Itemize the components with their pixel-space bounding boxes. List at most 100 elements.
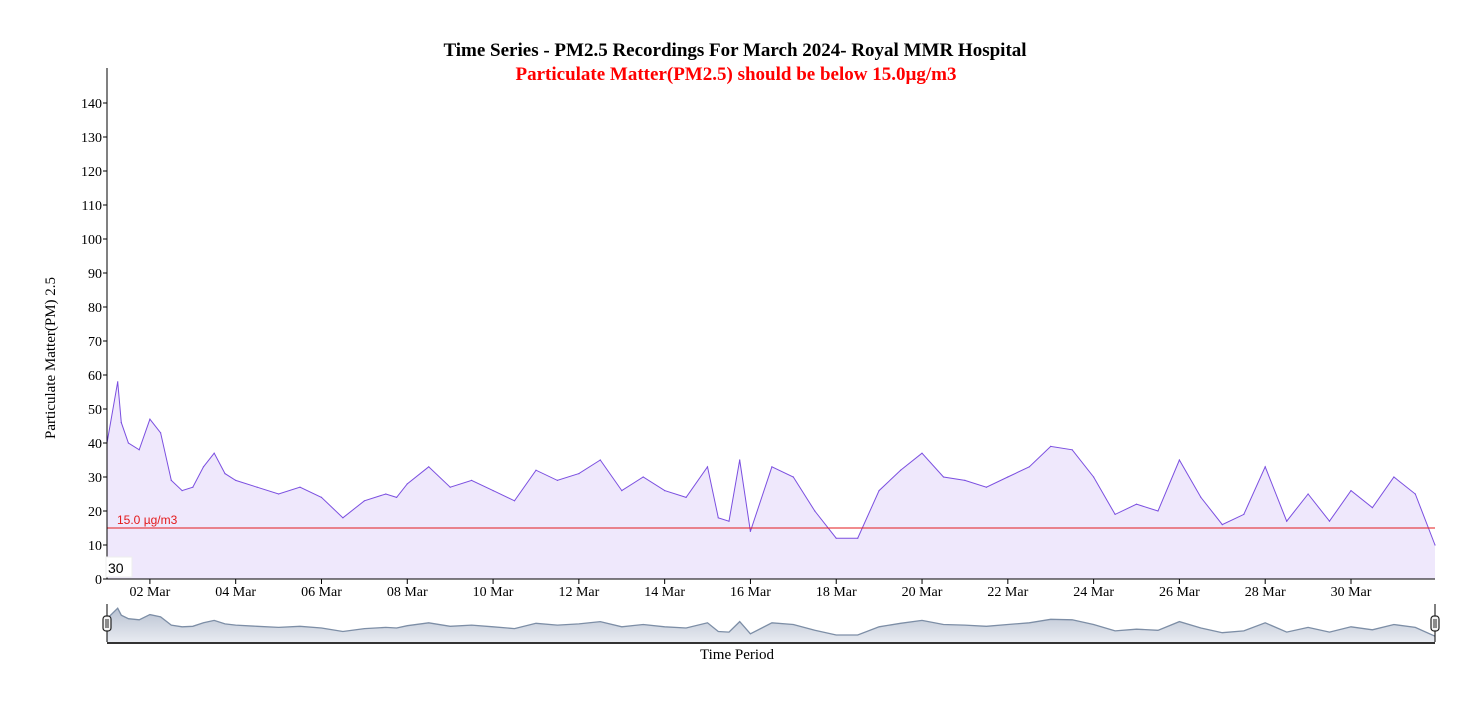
data-point	[1050, 445, 1052, 447]
data-point	[1350, 490, 1352, 492]
y-tick-label: 120	[81, 165, 102, 180]
y-axis-label: Particulate Matter(PM) 2.5	[43, 277, 59, 439]
data-point	[685, 496, 687, 498]
data-point	[202, 466, 205, 468]
x-tick-label: 14 Mar	[644, 585, 685, 600]
data-point	[363, 500, 365, 502]
x-tick-label: 30 Mar	[1331, 585, 1372, 600]
data-point	[1135, 503, 1138, 505]
y-tick-label: 130	[81, 131, 102, 146]
x-tick-label: 26 Mar	[1159, 585, 1200, 600]
data-point	[1028, 466, 1030, 468]
data-point	[396, 496, 398, 498]
x-tick-label: 06 Mar	[301, 585, 342, 600]
y-tick-label: 0	[95, 573, 102, 588]
data-point	[599, 459, 601, 461]
data-point	[664, 490, 666, 492]
x-tick-label: 02 Mar	[129, 585, 170, 600]
x-tick-label: 04 Mar	[215, 585, 256, 600]
data-point	[771, 466, 773, 468]
data-point	[213, 452, 215, 454]
data-point	[1178, 459, 1180, 461]
y-tick-label: 110	[82, 199, 102, 214]
data-point	[1434, 544, 1436, 546]
x-tick-label: 16 Mar	[730, 585, 771, 600]
data-point	[299, 486, 301, 488]
x-axis-label: Time Period	[700, 647, 775, 663]
data-point	[621, 490, 623, 492]
y-tick-label: 10	[88, 539, 102, 554]
data-point	[985, 486, 988, 488]
data-point	[857, 537, 859, 539]
data-point	[706, 466, 709, 468]
data-point	[739, 459, 741, 461]
y-tick-label: 50	[88, 403, 102, 418]
data-point	[181, 490, 183, 492]
data-point	[406, 483, 408, 485]
data-point	[749, 530, 752, 533]
y-axis: 0 10 20 30 40 50 60 70 80 90 100 110 120 130 140	[81, 68, 108, 588]
data-point	[1114, 513, 1116, 516]
x-tick-label: 08 Mar	[387, 585, 428, 600]
data-point	[814, 510, 816, 512]
data-point	[878, 490, 880, 492]
data-point	[149, 418, 151, 420]
data-point	[513, 500, 516, 502]
data-point	[120, 422, 122, 424]
data-point	[117, 381, 119, 383]
data-point	[278, 493, 280, 495]
time-navigator[interactable]	[102, 604, 1440, 644]
navigator-area	[107, 608, 1435, 642]
data-point	[1007, 476, 1009, 478]
data-point	[1071, 449, 1073, 451]
plot-area: 15.0 µg/m3	[106, 381, 1436, 579]
data-point	[1157, 510, 1159, 512]
data-point	[256, 486, 258, 488]
data-point	[160, 432, 162, 434]
data-point	[1328, 520, 1331, 522]
data-point	[235, 479, 237, 481]
data-point	[556, 479, 559, 481]
hover-value: 30	[108, 560, 124, 576]
data-point	[428, 466, 430, 468]
data-point	[170, 479, 172, 481]
data-point	[728, 520, 730, 522]
x-tick-label: 22 Mar	[987, 585, 1028, 600]
x-tick-label: 12 Mar	[558, 585, 599, 600]
data-point	[1243, 513, 1245, 516]
x-tick-label: 10 Mar	[473, 585, 514, 600]
navigator-handle-right[interactable]	[1430, 615, 1440, 632]
data-point	[492, 490, 494, 492]
x-tick-label: 24 Mar	[1073, 585, 1114, 600]
threshold-label: 15.0 µg/m3	[117, 513, 178, 527]
hover-value-box: 30	[105, 556, 133, 578]
y-tick-label: 80	[88, 301, 102, 316]
data-point	[127, 442, 129, 444]
data-point	[964, 479, 966, 481]
data-point	[192, 486, 194, 488]
data-point	[1307, 493, 1309, 495]
y-tick-label: 30	[88, 471, 102, 486]
data-point	[1093, 476, 1095, 478]
data-point	[921, 452, 923, 454]
navigator-line	[106, 607, 1436, 637]
pm25-area	[107, 381, 1435, 579]
data-point	[1264, 466, 1266, 468]
data-point	[792, 476, 794, 478]
navigator-handle-left[interactable]	[102, 615, 112, 632]
data-point	[449, 486, 451, 488]
data-point	[1393, 476, 1395, 478]
data-point	[535, 469, 537, 471]
data-point	[224, 473, 226, 475]
chart-title: Time Series - PM2.5 Recordings For March…	[443, 40, 1027, 61]
data-point	[642, 476, 644, 478]
data-point	[578, 473, 580, 475]
data-point	[342, 517, 344, 519]
y-tick-label: 20	[88, 505, 102, 520]
data-point	[471, 479, 473, 481]
data-point	[1286, 520, 1288, 522]
data-point	[717, 517, 719, 519]
data-point	[900, 469, 902, 471]
data-point	[1414, 493, 1416, 495]
